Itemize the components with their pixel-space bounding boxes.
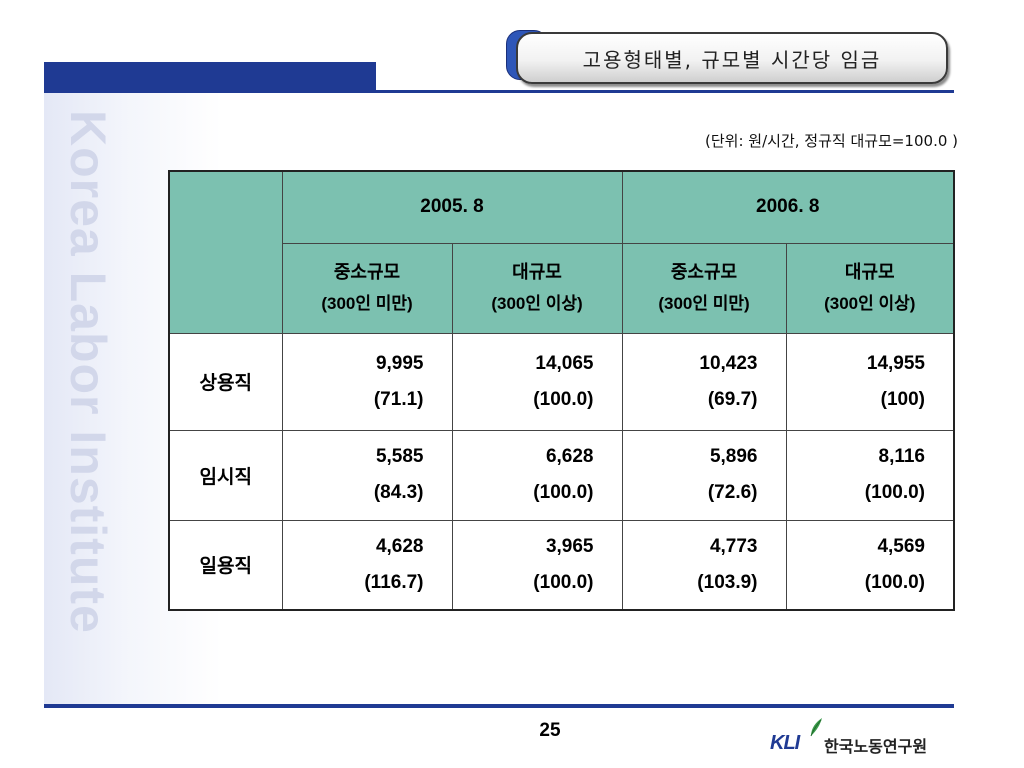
footer-rule [44, 704, 954, 708]
table-cell: 4,773 (103.9) [621, 519, 787, 611]
table-row: 상용직 9,995 (71.1) 14,065 (100.0) 10,423 (69.… [168, 332, 955, 431]
table-row: 일용직 4,628 (116.7) 3,965 (100.0) 4,773 (103.… [168, 519, 955, 611]
size-range: (300인 미만) [321, 294, 413, 313]
cell-index: (100.0) [533, 571, 594, 593]
row-label: 임시직 [168, 429, 283, 521]
wage-table: 2005. 8 2006. 8 중소규모 (300인 미만) 대규모 (300인… [168, 170, 955, 611]
table-row: 임시직 5,585 (84.3) 6,628 (100.0) 5,896 (72.6)… [168, 429, 955, 521]
size-header: 중소규모 (300인 미만) [621, 242, 787, 334]
cell-value: 4,628 [375, 535, 424, 557]
table-cell: 4,628 (116.7) [281, 519, 453, 611]
size-name: 대규모 [844, 262, 895, 282]
table-cell: 10,423 (69.7) [621, 332, 787, 431]
slide-title: 고용형태별, 규모별 시간당 임금 [516, 32, 948, 84]
cell-value: 14,065 [535, 352, 594, 374]
row-label: 상용직 [168, 332, 283, 431]
leaf-icon [810, 718, 822, 737]
cell-value: 5,896 [709, 446, 758, 467]
logo-name: 한국노동연구원 [824, 737, 928, 756]
table-cell: 5,896 (72.6) [621, 429, 787, 521]
size-name: 중소규모 [333, 262, 401, 282]
year-header: 2006. 8 [621, 170, 955, 244]
table-cell: 8,116 (100.0) [785, 429, 955, 521]
page-number: 25 [539, 720, 561, 741]
table-cell: 9,995 (71.1) [281, 332, 453, 431]
cell-value: 6,628 [545, 446, 594, 467]
cell-value: 10,423 [699, 352, 758, 374]
cell-index: (100.0) [533, 388, 594, 410]
cell-index: (84.3) [373, 482, 424, 503]
cell-index: (72.6) [707, 482, 758, 503]
cell-value: 4,569 [877, 535, 925, 557]
cell-index: (103.9) [697, 571, 758, 593]
cell-index: (69.7) [707, 388, 758, 410]
table-cell: 6,628 (100.0) [451, 429, 623, 521]
cell-value: 4,773 [709, 535, 758, 557]
cell-index: (100.0) [533, 482, 594, 503]
side-watermark: Korea Labor Institute [60, 110, 116, 634]
table-cell: 14,955 (100) [785, 332, 955, 431]
header-rule [44, 90, 954, 93]
cell-value: 9,995 [375, 352, 424, 374]
unit-note: (단위: 원/시간, 정규직 대규모=100.0 ) [705, 132, 958, 150]
year-header: 2005. 8 [281, 170, 623, 244]
cell-value: 8,116 [878, 446, 926, 467]
size-name: 대규모 [512, 262, 562, 282]
cell-value: 3,965 [545, 535, 594, 557]
cell-index: (100) [880, 388, 925, 410]
size-name: 중소규모 [670, 262, 738, 282]
size-header: 대규모 (300인 이상) [785, 242, 955, 334]
size-header: 대규모 (300인 이상) [451, 242, 623, 334]
row-label: 일용직 [168, 519, 283, 611]
table-cell: 3,965 (100.0) [451, 519, 623, 611]
cell-index: (116.7) [364, 571, 424, 593]
cell-value: 14,955 [866, 352, 925, 374]
table-cell: 4,569 (100.0) [785, 519, 955, 611]
size-header: 중소규모 (300인 미만) [281, 242, 453, 334]
cell-index: (71.1) [373, 388, 424, 410]
kli-logo: KLI 한국노동연구원 [770, 716, 960, 756]
table-cell: 14,065 (100.0) [451, 332, 623, 431]
corner-cell [168, 170, 283, 334]
header-accent-block [44, 62, 376, 92]
cell-index: (100.0) [864, 571, 925, 593]
size-range: (300인 이상) [491, 294, 583, 313]
size-range: (300인 미만) [658, 294, 750, 313]
logo-abbr: KLI [770, 732, 800, 754]
size-range: (300인 이상) [824, 294, 916, 313]
cell-index: (100.0) [864, 482, 925, 503]
cell-value: 5,585 [375, 446, 424, 467]
table-cell: 5,585 (84.3) [281, 429, 453, 521]
